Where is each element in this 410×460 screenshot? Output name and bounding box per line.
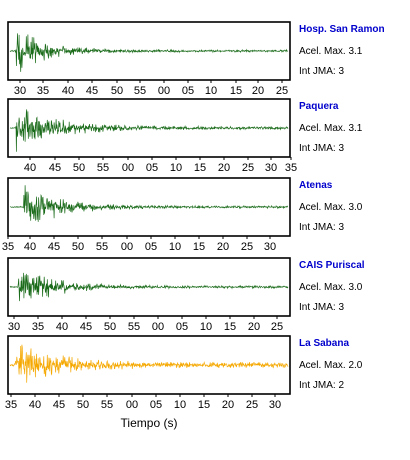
x-tick-label: 55 (97, 162, 109, 174)
x-tick-label: 55 (128, 321, 140, 333)
max-accel-label: Acel. Max. 3.1 (299, 123, 363, 134)
x-tick-label: 45 (86, 85, 98, 97)
station-name: Hosp. San Ramon (299, 24, 385, 35)
x-tick-label: 45 (53, 399, 65, 411)
x-tick-label: 15 (194, 162, 206, 174)
jma-intensity-label: Int JMA: 2 (299, 380, 344, 391)
x-tick-label: 25 (241, 241, 253, 253)
x-tick-label: 25 (246, 399, 258, 411)
x-tick-label: 40 (56, 321, 68, 333)
x-tick-label: 50 (104, 321, 116, 333)
x-tick-label: 30 (264, 241, 276, 253)
x-tick-label: 15 (230, 85, 242, 97)
x-tick-label: 35 (2, 241, 14, 253)
jma-intensity-label: Int JMA: 3 (299, 66, 344, 77)
x-tick-label: 25 (242, 162, 254, 174)
x-tick-label: 45 (48, 241, 60, 253)
x-tick-label: 30 (14, 85, 26, 97)
x-tick-label: 15 (224, 321, 236, 333)
x-tick-label: 55 (101, 399, 113, 411)
x-tick-label: 10 (170, 162, 182, 174)
seismogram-panel-2: 40 45 50 55 00 05 10 15 20 25 30 35 Paquera Acel. Max… (7, 98, 363, 174)
x-tick-label: 00 (126, 399, 138, 411)
x-tick-label: 10 (169, 241, 181, 253)
x-tick-label: 40 (24, 241, 36, 253)
x-tick-label: 00 (122, 162, 134, 174)
x-tick-label: 45 (80, 321, 92, 333)
x-tick-label: 50 (73, 162, 85, 174)
x-tick-label: 15 (198, 399, 210, 411)
x-tick-label: 05 (150, 399, 162, 411)
waveform-trace-2 (9, 109, 289, 152)
x-tick-label: 40 (62, 85, 74, 97)
station-name: La Sabana (299, 338, 349, 349)
waveform-trace-3 (9, 185, 288, 222)
seismogram-panel-4: 30 35 40 45 50 55 00 05 10 15 20 25 CAIS Puriscal Ace… (7, 257, 365, 333)
x-tick-label: 05 (145, 241, 157, 253)
x-tick-label: 15 (193, 241, 205, 253)
jma-intensity-label: Int JMA: 3 (299, 143, 344, 154)
x-tick-label: 30 (265, 162, 277, 174)
panel-frame-4 (7, 257, 291, 317)
x-tick-label: 50 (72, 241, 84, 253)
x-tick-label: 45 (49, 162, 61, 174)
x-tick-label: 20 (217, 241, 229, 253)
x-tick-label: 30 (269, 399, 281, 411)
x-tick-label: 10 (200, 321, 212, 333)
x-tick-label: 10 (174, 399, 186, 411)
waveform-trace-1 (9, 33, 289, 72)
x-tick-label: 55 (134, 85, 146, 97)
jma-intensity-label: Int JMA: 3 (299, 222, 344, 233)
x-tick-label: 25 (276, 85, 288, 97)
panel-frame-3 (7, 177, 291, 237)
x-tick-label: 05 (176, 321, 188, 333)
x-tick-label: 00 (121, 241, 133, 253)
x-tick-label: 35 (37, 85, 49, 97)
jma-intensity-label: Int JMA: 3 (299, 302, 344, 313)
x-tick-label: 55 (96, 241, 108, 253)
station-name: Paquera (299, 101, 339, 112)
max-accel-label: Acel. Max. 2.0 (299, 360, 363, 371)
panel-frame-1 (7, 21, 291, 81)
x-tick-label: 40 (29, 399, 41, 411)
station-name: CAIS Puriscal (299, 260, 365, 271)
seismogram-panel-5: 35 40 45 50 55 00 05 10 15 20 25 30 La Sabana Acel. M… (5, 335, 363, 411)
station-name: Atenas (299, 180, 333, 191)
max-accel-label: Acel. Max. 3.0 (299, 202, 363, 213)
x-tick-label: 50 (77, 399, 89, 411)
x-tick-label: 00 (158, 85, 170, 97)
x-tick-label: 20 (218, 162, 230, 174)
seismogram-panel-1: 30 35 40 45 50 55 00 05 10 15 20 25 Hosp. San Ramon A… (7, 21, 385, 97)
waveform-trace-4 (9, 272, 289, 302)
panel-frame-5 (7, 335, 291, 395)
panel-frame-2 (7, 98, 291, 158)
x-tick-label: 05 (182, 85, 194, 97)
x-tick-label: 35 (32, 321, 44, 333)
x-tick-label: 00 (152, 321, 164, 333)
x-tick-label: 35 (285, 162, 297, 174)
x-tick-label: 30 (8, 321, 20, 333)
x-tick-label: 10 (205, 85, 217, 97)
x-tick-label: 20 (222, 399, 234, 411)
x-tick-label: 40 (24, 162, 36, 174)
x-tick-label: 35 (5, 399, 17, 411)
x-tick-label: 25 (271, 321, 283, 333)
waveform-trace-5 (9, 344, 289, 383)
x-tick-label: 05 (146, 162, 158, 174)
x-axis-label: Tiempo (s) (121, 416, 178, 430)
max-accel-label: Acel. Max. 3.0 (299, 282, 363, 293)
seismogram-panel-3: 35 40 45 50 55 00 05 10 15 20 25 30 Atenas Acel. Max.… (2, 177, 363, 253)
max-accel-label: Acel. Max. 3.1 (299, 46, 363, 57)
x-tick-label: 20 (248, 321, 260, 333)
x-tick-label: 20 (252, 85, 264, 97)
x-tick-label: 50 (111, 85, 123, 97)
